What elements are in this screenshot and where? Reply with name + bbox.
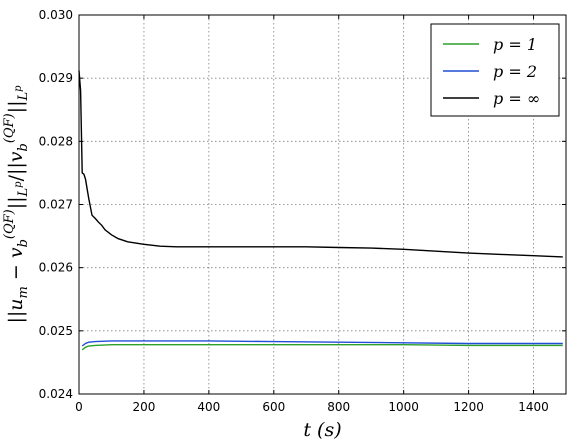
y-tick-label: 0.026 (39, 261, 73, 275)
y-tick-label: 0.027 (39, 198, 73, 212)
x-tick-label: 0 (75, 400, 83, 414)
axis-ticks: 0 200 400 600 800 1000 1200 1400 0.024 0.025 0.026… (39, 8, 566, 414)
x-axis-label: t (s) (303, 419, 341, 441)
x-tick-label: 1000 (388, 400, 419, 414)
y-tick-label: 0.028 (39, 134, 73, 148)
legend-label: p = 2 (493, 62, 537, 81)
x-tick-label: 1400 (518, 400, 549, 414)
legend-box (430, 23, 560, 117)
legend-label: p = ∞ (493, 89, 540, 108)
series-lines (78, 70, 563, 351)
y-tick-label: 0.025 (39, 324, 73, 338)
x-tick-label: 400 (197, 400, 220, 414)
series-line-2 (81, 340, 563, 347)
series-line-3 (78, 70, 563, 258)
x-tick-label: 200 (132, 400, 155, 414)
y-tick-label: 0.030 (39, 8, 73, 22)
series-line-1 (81, 344, 563, 351)
x-tick-label: 600 (262, 400, 285, 414)
y-tick-label: 0.024 (39, 387, 73, 401)
y-tick-label: 0.029 (39, 71, 73, 85)
x-tick-label: 800 (327, 400, 350, 414)
legend: p = 1 p = 2 p = ∞ (430, 23, 560, 117)
grid-lines (78, 14, 566, 395)
legend-label: p = 1 (493, 35, 537, 54)
x-tick-label: 1200 (453, 400, 484, 414)
y-axis-label: ||um − vb(QF)||Lp/||vb(QF)||Lp (2, 85, 31, 324)
